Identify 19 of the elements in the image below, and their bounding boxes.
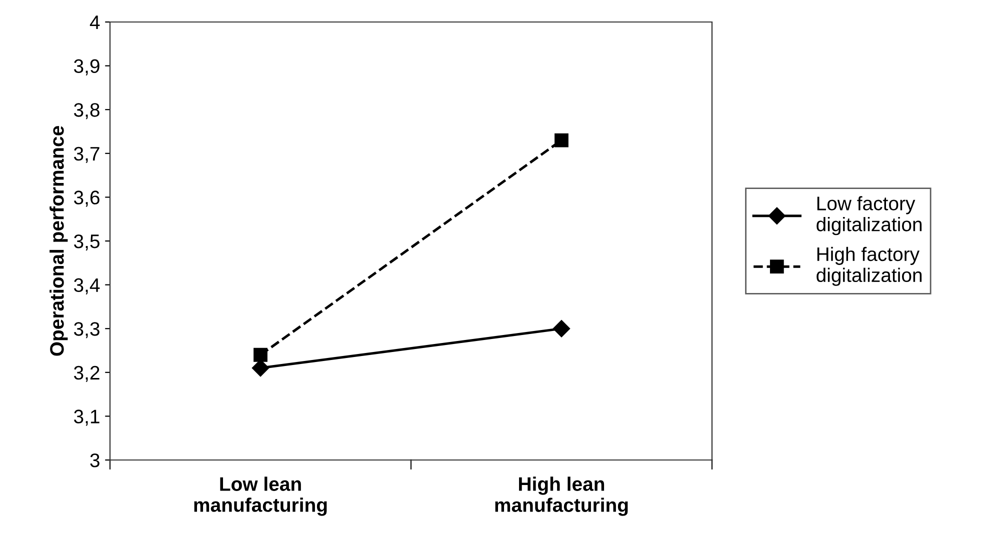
legend-label: High factory digitalization (816, 246, 922, 286)
y-tick-label: 3 (90, 453, 100, 468)
y-axis-title: Operational performance (50, 126, 68, 356)
y-tick-label: 3,9 (74, 59, 100, 76)
y-tick-label: 3,7 (74, 146, 100, 163)
y-tick-label: 3,4 (74, 278, 100, 294)
y-tick-label: 3,5 (74, 234, 100, 251)
y-tick-label: 3,6 (74, 190, 100, 207)
y-tick-label: 3,2 (74, 366, 100, 382)
point (554, 133, 568, 148)
legend-label: Low factory digitalization (816, 196, 922, 236)
point (552, 320, 570, 338)
y-tick-label: 3,3 (74, 322, 100, 338)
y-tick-label: 3,8 (74, 103, 100, 120)
point (254, 348, 268, 362)
y-tick-label: 3,1 (74, 410, 100, 426)
x-tick-label: High lean manufacturing (495, 476, 628, 516)
x-tick-label: Low lean manufacturing (194, 476, 327, 516)
y-tick-label: 4 (90, 16, 100, 30)
